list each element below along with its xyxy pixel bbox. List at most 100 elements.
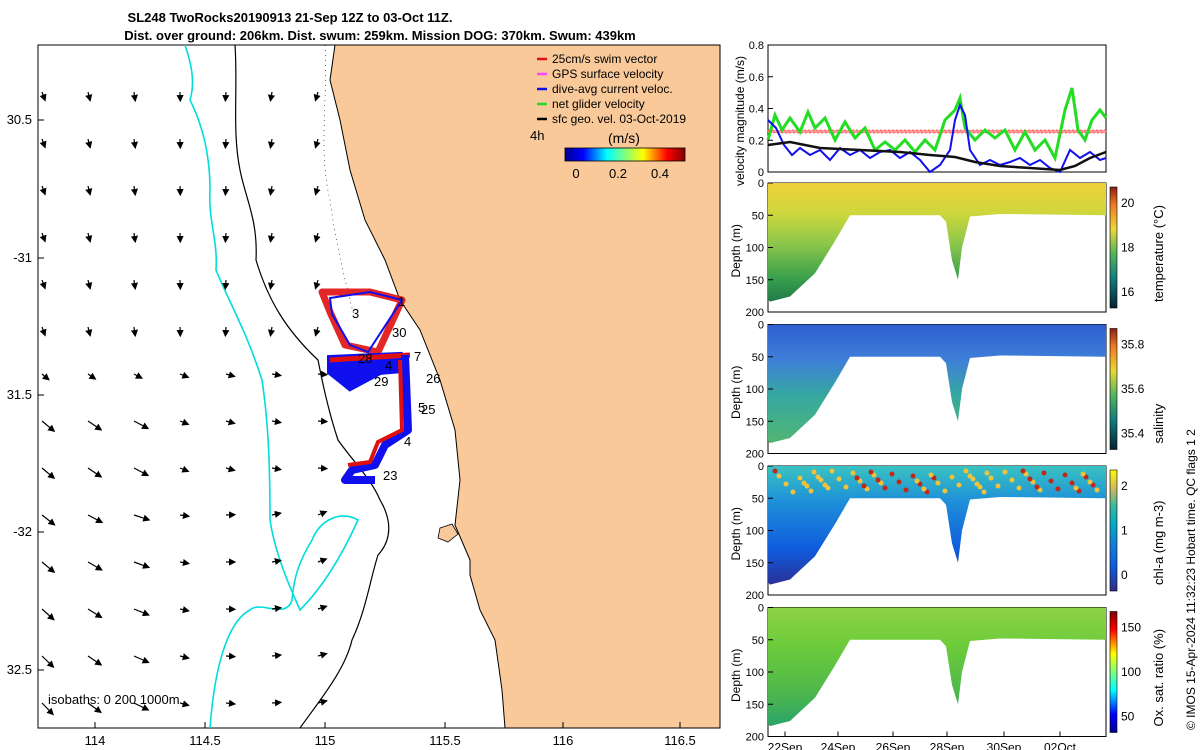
velocity-arrow <box>313 138 321 149</box>
velocity-arrow <box>130 91 138 103</box>
velocity-arrow <box>130 185 138 197</box>
chl-sample-point <box>1016 485 1022 491</box>
chl-sample-point <box>815 474 821 480</box>
chl-sample-point <box>974 481 980 487</box>
track-day-label: 5 <box>418 400 425 415</box>
section-fill <box>768 183 1106 302</box>
chl-sample-point <box>1087 479 1093 485</box>
chl-sample-point <box>1055 486 1061 492</box>
track-day-label: 1 <box>398 294 405 309</box>
velocity-arrow <box>41 420 56 433</box>
velocity-arrow <box>271 699 283 707</box>
velocity-arrow <box>41 702 54 716</box>
velocity-arrow <box>41 655 55 668</box>
velocity-arrow <box>222 326 230 338</box>
vel-y-tick-label: 0.8 <box>749 40 764 52</box>
colorbar-tick-label: 20 <box>1121 196 1135 210</box>
velocity-arrow <box>85 232 93 243</box>
land-area <box>329 44 721 729</box>
depth-axis-label: Depth (m) <box>729 224 743 277</box>
depth-tick-label: 0 <box>758 603 764 615</box>
velocity-arrow <box>225 465 236 473</box>
chl-sample-point <box>1002 469 1008 475</box>
velocity-arrow <box>87 514 104 524</box>
chl-sample-point <box>801 480 807 486</box>
vel-y-tick-label: 0.4 <box>749 104 764 116</box>
velocity-arrow <box>271 605 283 613</box>
chl-sample-point <box>776 473 782 479</box>
track-day-label: 4 <box>385 358 392 373</box>
velocity-arrow <box>271 417 283 426</box>
map-x-tick-label: 114 <box>85 733 106 748</box>
velocity-arrow <box>130 138 138 150</box>
track-day-label: 23 <box>383 468 397 483</box>
velocity-arrow <box>87 655 103 666</box>
isobath-200m <box>184 44 360 729</box>
depth-tick-label: 100 <box>746 667 764 679</box>
track-day-labels: 1 3 30 28 7 4 26 29 525 4 23 <box>352 294 440 483</box>
chl-sample-point <box>988 475 994 481</box>
velocity-arrow <box>179 371 190 379</box>
map-y-tick-label: -32 <box>13 524 32 539</box>
map-y-tick-label: 31.5 <box>7 387 32 402</box>
colorbar-unit-label: (m/s) <box>608 130 640 146</box>
chl-sample-point <box>914 478 920 484</box>
velocity-arrow <box>271 652 283 660</box>
velocity-arrow <box>133 655 150 664</box>
chl-sample-point <box>956 482 962 488</box>
velocity-magnitude-panel: 0 0.2 0.4 0.6 0.8 velocity magnitude (m/s) <box>733 40 1108 186</box>
chl-sample-point <box>995 483 1001 489</box>
chl-sample-point <box>772 468 778 474</box>
vel-y-tick-label: 0.2 <box>749 135 764 147</box>
chl-sample-point <box>836 476 842 482</box>
chl-sample-point <box>910 473 916 479</box>
velocity-arrow <box>317 417 329 425</box>
velocity-arrow <box>267 232 276 244</box>
velocity-arrow <box>87 372 97 380</box>
velocity-arrow <box>225 418 236 426</box>
velocity-arrow <box>313 232 321 243</box>
chl-sample-point <box>829 468 835 474</box>
colorbar-tick-label: 1 <box>1121 524 1128 538</box>
chl-sample-point <box>822 482 828 488</box>
chl-sample-point <box>1062 472 1068 478</box>
depth-tick-label: 100 <box>746 243 764 255</box>
temperature-section: 0 50 100 150 200 Depth (m) 16 18 20 temperature (… <box>729 178 1166 319</box>
colorbar-tick-label: 0.4 <box>651 166 669 181</box>
velocity-arrow <box>87 608 103 619</box>
colorbar-time-label: 4h <box>530 128 544 143</box>
swim-vector-band <box>767 129 1107 134</box>
section-colorbar <box>1109 186 1118 309</box>
colorbar-label: Ox. sat. ratio (%) <box>1151 629 1166 727</box>
track-day-label: 28 <box>358 351 372 366</box>
section-fill <box>768 607 1106 727</box>
track-day-label: 30 <box>392 325 406 340</box>
track-day-label: 25 <box>421 402 435 417</box>
velocity-arrow <box>179 558 191 567</box>
chl-sample-point <box>967 473 973 479</box>
velocity-arrow <box>222 185 230 197</box>
colorbar-tick-label: 0 <box>1121 568 1128 582</box>
depth-tick-label: 200 <box>746 449 764 461</box>
chl-sample-point <box>949 474 955 480</box>
date-tick-label: 26Sep <box>876 741 911 750</box>
velocity-arrow <box>87 467 103 478</box>
colorbar-tick-label: 100 <box>1121 665 1141 679</box>
depth-tick-label: 50 <box>752 493 764 505</box>
velocity-arrow <box>87 420 103 431</box>
velocity-arrow <box>222 91 230 103</box>
date-tick-label: 24Sep <box>821 741 856 750</box>
date-tick-label: 28Sep <box>930 741 965 750</box>
velocity-arrow <box>85 91 93 102</box>
colorbar-tick-label: 35.6 <box>1121 382 1145 396</box>
salinity-section: 0 50 100 150 200 Depth (m) 35.4 35.6 35.8 salinit… <box>729 320 1166 461</box>
section-fill <box>768 466 1106 585</box>
figure-title-line-2: Dist. over ground: 206km. Dist. swum: 25… <box>124 28 636 43</box>
velocity-arrow <box>267 91 276 103</box>
velocity-arrow <box>179 418 190 426</box>
velocity-arrow <box>87 702 102 714</box>
velocity-arrow <box>41 514 56 526</box>
